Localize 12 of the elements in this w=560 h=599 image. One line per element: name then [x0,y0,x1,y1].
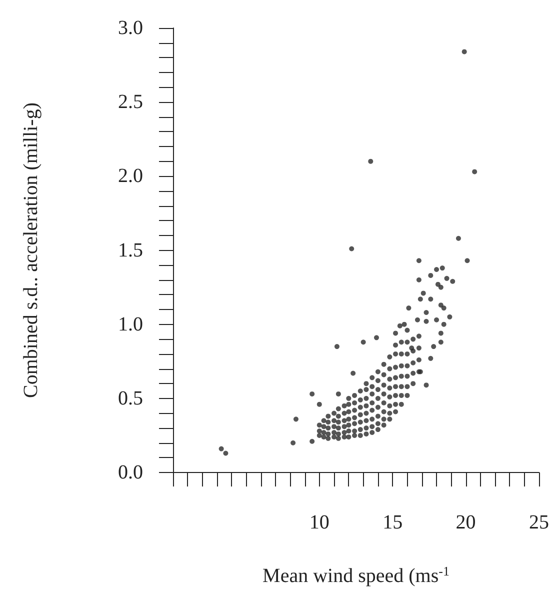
y-tick-label: 2.5 [118,91,143,114]
y-tick-label: 1.5 [118,239,143,262]
x-tick-label: 10 [309,512,330,534]
y-tick-label: 0.0 [118,462,143,484]
y-tick-label: 3.0 [118,17,143,39]
y-tick-label: 0.5 [118,387,143,410]
x-tick-label: 20 [456,512,476,534]
y-tick-label: 1.0 [118,313,143,336]
y-tick-label: 2.0 [118,165,143,188]
x-tick-label: 25 [529,512,549,534]
y-axis-title: Combined s.d.. acceleration (milli-g) [20,102,42,398]
x-tick-label: 15 [382,512,403,534]
